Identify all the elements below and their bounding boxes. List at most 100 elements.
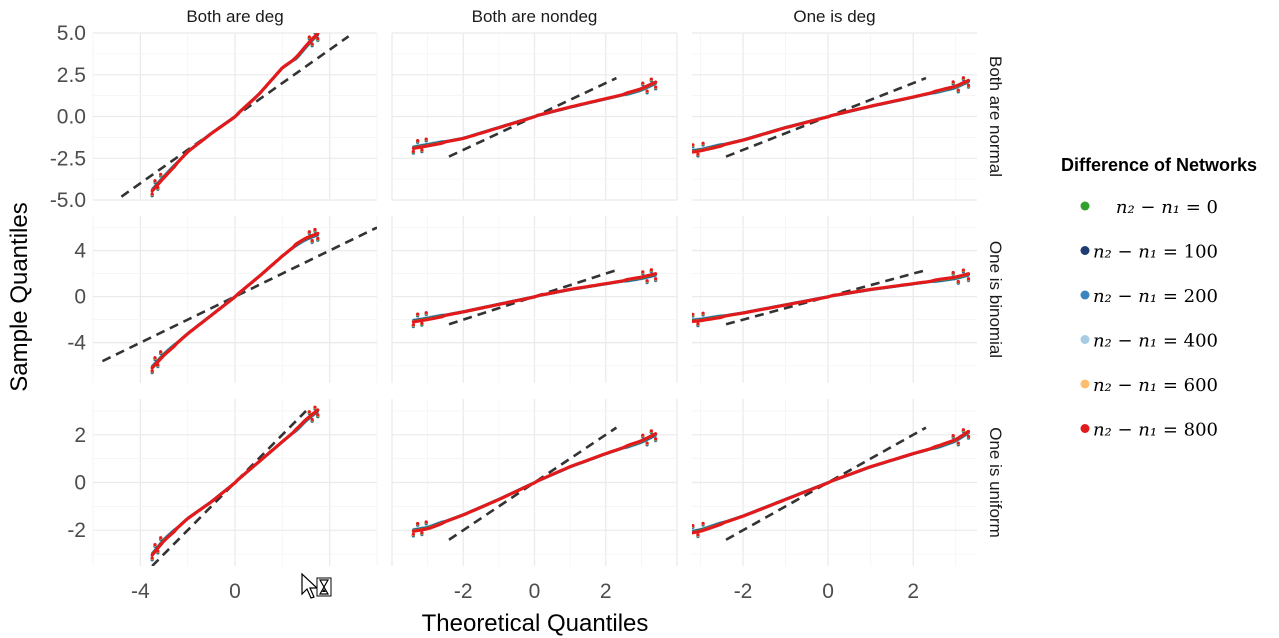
legend-entry-800: n₂ − n₁ = 800 [1080,420,1218,441]
x-tick-label: 0 [529,580,541,603]
legend-key-dot [1080,290,1090,300]
tail-point [316,37,320,41]
legend-key-dot [1080,246,1090,255]
tail-point [159,172,163,176]
legend-key-dot [1080,379,1090,389]
panel-r1-c1 [391,216,678,383]
legend-key-dot [1080,424,1090,433]
reference-line [725,426,927,541]
tail-point [314,33,316,34]
tail-point [645,441,649,445]
tail-point [692,143,695,147]
tail-point [654,277,658,281]
tail-point [641,433,645,437]
series-band-800 [411,272,658,324]
panel-r0-c2 [686,32,977,201]
y-tick-label: -2 [67,519,86,542]
tail-point [649,77,653,81]
row-strip-1: One is binomial [986,241,1005,358]
tail-point [316,413,320,417]
tail-point [696,152,700,156]
tail-point [686,324,689,327]
tail-point [156,363,160,367]
tail-point [966,434,971,438]
tail-point [307,35,311,39]
panel-r2-c2 [686,399,977,566]
tail-point [696,322,700,326]
tail-point [654,85,658,89]
panels-layer: Both are deg Both are nondeg One is deg Bot… [50,7,1005,603]
tail-point [966,277,971,281]
tail-point [649,429,653,433]
tail-point [956,88,960,92]
tail-point [307,410,311,414]
tail-point [686,535,689,538]
x-tick-label: 2 [907,580,919,603]
panel-r0-c0 [92,32,378,201]
x-tick-label: 0 [822,580,834,603]
tail-point [641,270,645,274]
y-tick-label: 0 [74,286,86,309]
y-tick-label: 0.0 [57,106,86,129]
tail-point [961,428,965,432]
legend-entry-600: n₂ − n₁ = 600 [1080,375,1218,396]
y-tick-label: -2.5 [50,147,86,170]
y-tick-label: 5.0 [57,22,86,45]
tail-point [951,80,955,84]
legend-entry-200: n₂ − n₁ = 200 [1080,286,1218,307]
series-band-800 [692,272,971,324]
tail-point [696,533,700,537]
tail-point [686,537,689,540]
tail-point [420,321,424,325]
tail-point [150,556,154,560]
tail-point [420,148,424,152]
x-axis-title: Theoretical Quantiles [422,610,649,637]
tail-point [316,236,320,240]
panel-r2-c0 [92,399,378,566]
tail-point [411,149,415,153]
tail-point [424,520,428,524]
legend-label: n₂ − n₁ = 600 [1093,375,1218,396]
legend-entry-100: n₂ − n₁ = 100 [1080,242,1218,263]
tail-point [686,325,689,328]
legend-title: Difference of Networks [1061,155,1257,175]
tail-point [310,42,314,46]
tail-point [686,154,689,157]
y-tick-label: 0 [74,472,86,495]
tail-point [686,535,689,538]
tail-point [424,137,428,141]
legend-label: n₂ − n₁ = 400 [1093,331,1218,352]
x-tick-label: -4 [131,580,150,603]
tail-point [951,270,955,275]
tail-point [156,185,160,190]
col-strip-1: Both are nondeg [472,7,598,26]
tail-point [411,323,415,327]
tail-point [692,312,695,316]
tail-point [654,437,658,441]
tail-point [961,268,965,272]
tail-point [416,138,420,143]
tail-point [313,227,317,232]
tail-point [956,279,960,284]
tail-point [424,311,428,315]
tail-point [686,323,689,326]
busy-cursor-icon [301,572,332,599]
y-tick-label: -4 [67,332,86,355]
legend-label: n₂ − n₁ = 800 [1093,420,1218,441]
tail-point [416,521,420,526]
tail-point [159,536,163,540]
y-tick-label: 2.5 [57,64,86,87]
x-tick-label: 2 [600,580,612,603]
legend-entry-400: n₂ − n₁ = 400 [1080,331,1218,352]
y-axis-title: Sample Quantiles [6,202,33,391]
y-tick-label: 2 [74,424,86,447]
series-band-800 [692,78,971,154]
series-band-800 [150,231,320,370]
tail-point [159,350,163,354]
x-tick-label: -2 [734,580,753,603]
tail-point [416,312,420,316]
tail-point [307,230,311,234]
tail-point [150,192,154,196]
series-band-800 [150,408,320,557]
tail-point [645,279,649,283]
